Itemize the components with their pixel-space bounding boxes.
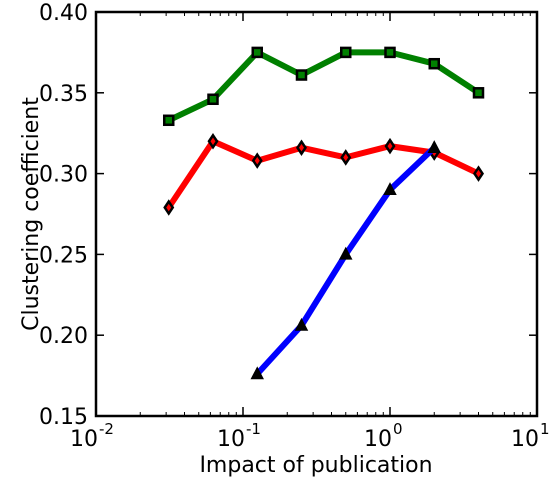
x-tick-label: 10 0 <box>364 420 403 452</box>
data-point-diamond <box>384 137 396 155</box>
plot-frame <box>94 10 539 418</box>
data-point-square <box>207 93 219 106</box>
y-tick-label: 0.30 <box>39 163 88 188</box>
data-point-square <box>295 69 308 81</box>
data-point-square <box>384 46 396 59</box>
y-tick-label: 0.25 <box>39 243 88 268</box>
x-tick-base: 10 <box>70 427 98 452</box>
x-tick-label: 10 -2 <box>70 420 114 452</box>
data-point-diamond <box>295 139 307 156</box>
data-point-diamond <box>473 165 485 182</box>
x-tick-label: 10 -1 <box>217 420 261 452</box>
data-point-square <box>162 114 175 127</box>
x-tick-exponent: -2 <box>99 420 114 438</box>
x-tick-label: 10 1 <box>511 420 550 452</box>
data-point-triangle <box>250 366 264 380</box>
data-point-square <box>339 46 352 59</box>
data-point-triangle <box>294 317 309 331</box>
data-point-triangle <box>339 246 353 260</box>
x-tick-base: 10 <box>511 427 539 452</box>
data-point-square <box>472 87 485 99</box>
y-tick-label: 0.15 <box>39 405 88 430</box>
y-tick-label: 0.40 <box>39 1 88 26</box>
series-line <box>254 145 437 377</box>
y-tick-label: 0.35 <box>39 82 88 107</box>
series-line <box>167 49 481 124</box>
x-tick-base: 10 <box>217 427 245 452</box>
data-point-diamond <box>340 149 352 166</box>
x-axis-label: Impact of publication <box>199 453 432 478</box>
data-point-square <box>251 46 263 59</box>
data-point-square <box>428 57 441 70</box>
series-square <box>162 46 485 127</box>
x-tick-exponent: 1 <box>540 420 550 438</box>
data-point-diamond <box>251 152 263 169</box>
data-point-diamond <box>207 133 219 150</box>
series-layer <box>162 46 485 380</box>
y-axis-label: Clustering coefficient <box>19 97 44 331</box>
x-tick-exponent: -1 <box>246 420 261 438</box>
x-tick-exponent: 0 <box>393 420 403 438</box>
series-triangle <box>250 140 441 380</box>
y-tick-label: 0.20 <box>39 324 88 349</box>
data-point-triangle <box>383 182 397 196</box>
x-tick-base: 10 <box>364 427 392 452</box>
data-point-diamond <box>163 199 175 216</box>
data-point-triangle <box>427 140 441 153</box>
